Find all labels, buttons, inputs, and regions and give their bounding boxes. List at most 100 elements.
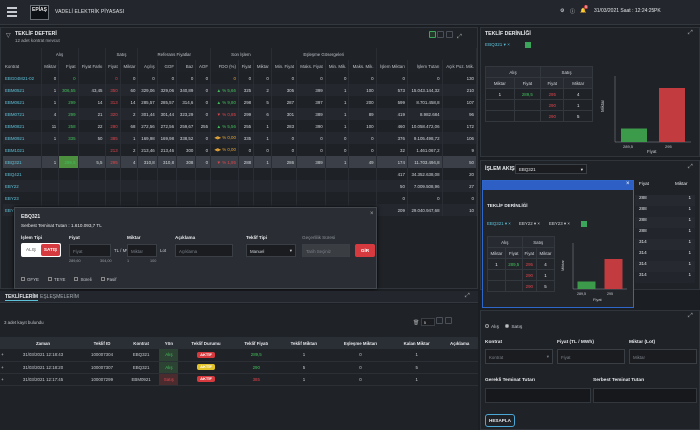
kontrat-select[interactable]: Kontrat ▾ [485, 349, 553, 364]
filter-icon[interactable]: ▽ [6, 33, 11, 39]
contract-cell[interactable]: EBM0821 [3, 120, 42, 132]
expand-icon[interactable]: ⤢ [465, 293, 470, 299]
column-header[interactable]: Miktar [253, 60, 272, 72]
radio-satis[interactable]: Satış [505, 324, 522, 330]
orders-column-header[interactable]: Yön [159, 337, 179, 349]
offer-row[interactable]: EBQ421 417 34.352.638,08 20 [3, 168, 478, 180]
column-header[interactable]: Fiyat Farkı [78, 60, 106, 72]
columns-icon[interactable] [444, 317, 452, 324]
offer-row[interactable]: EBM0821 11 258 22 280 68 272,56 272,56 259,67 255… [3, 120, 478, 132]
mini-contract-2[interactable]: EBY22 ▾ × [519, 221, 540, 226]
offer-row[interactable]: EBM0621 1 299 14 313 14 285,57 285,57 314,6 0 ▲ % … [3, 96, 478, 108]
satis-button[interactable]: SATIŞ [41, 244, 60, 256]
grid-icon[interactable] [437, 31, 445, 38]
orders-column-header[interactable]: Teklif ID [81, 337, 123, 349]
contract-cell[interactable]: EBG04M21-02 [3, 72, 42, 84]
contract-cell[interactable]: EBQ421 [3, 168, 42, 180]
expand-row-icon[interactable]: + [0, 349, 5, 362]
column-header[interactable]: İşlem Tutarı [407, 60, 443, 72]
trade-flow-contract-select[interactable]: EBQ321 ▾ [515, 164, 587, 174]
column-header[interactable]: Fiyat [58, 60, 79, 72]
sureli-checkbox[interactable]: Süreli [74, 277, 92, 282]
column-header[interactable]: İşlem Miktarı [376, 60, 408, 72]
hesapla-button[interactable]: HESAPLA [485, 414, 515, 427]
settings-icon[interactable]: ⚙ [560, 8, 565, 14]
column-header[interactable]: Açık Poz. Mik. [442, 60, 478, 72]
offer-row[interactable]: EBM0921 1 335 50 385 1 169,98 169,98 338,52 0 ◀▶ %… [3, 132, 478, 144]
contract-cell[interactable]: EBY23 [3, 192, 42, 204]
contract-cell[interactable]: EBY22 [3, 180, 42, 192]
contract-cell[interactable]: EBM0521 [3, 84, 42, 96]
gecerlilik-input[interactable]: Tarih Seçiniz [302, 244, 350, 257]
contract-cell[interactable]: EBM0621 [3, 96, 42, 108]
offer-row[interactable]: EBQ321 1 289,5 5,5 295 4 310,8 310,8 308 0 ▼ % 1,9… [3, 156, 478, 168]
close-icon[interactable]: × [370, 211, 374, 217]
green-toggle-icon[interactable] [429, 31, 436, 38]
offer-row[interactable]: EBY22 50 7.009.508,96 27 [3, 180, 478, 192]
mini-contract-1[interactable]: EBQ321 ▾ × [487, 221, 511, 226]
orders-column-header[interactable]: Zaman [4, 337, 82, 349]
column-header[interactable]: AOF [195, 60, 212, 72]
column-header[interactable]: Min. Mik. [325, 60, 350, 72]
column-header[interactable]: GOF [157, 60, 178, 72]
columns-icon[interactable] [445, 31, 453, 38]
pasif-checkbox[interactable]: Pasif [100, 277, 116, 282]
column-header[interactable]: Açılış [137, 60, 158, 72]
offer-row[interactable]: EBM0521 1 306,55 43,45 350 60 329,06 329,06 340,… [3, 84, 478, 96]
column-header[interactable]: Miktar [41, 60, 60, 72]
orders-column-header[interactable]: Açıklama [441, 337, 478, 349]
alis-button[interactable]: ALIŞ [26, 247, 36, 252]
column-header[interactable]: Baz [176, 60, 197, 72]
fiyat-input[interactable]: Fiyat [557, 349, 625, 364]
column-header[interactable]: Maks. Fiyat [296, 60, 326, 72]
expand-icon[interactable]: ⤢ [688, 30, 693, 36]
add-icon[interactable] [581, 221, 587, 227]
order-row[interactable]: +31/03/2021 12:18:20 100007307 EBQ321 Alış A… [0, 361, 478, 374]
expand-row-icon[interactable]: + [0, 373, 5, 386]
expand-icon[interactable]: ⤢ [688, 313, 693, 319]
column-header[interactable]: FDO (%) [210, 60, 239, 72]
orders-column-header[interactable]: Teklif Fiyatı [233, 337, 279, 349]
orders-column-header[interactable]: Eşleşme Miktarı [329, 337, 392, 349]
orders-column-header[interactable]: Kontrat [122, 337, 160, 349]
column-header[interactable]: Min. Fiyat [271, 60, 298, 72]
add-icon[interactable] [525, 42, 531, 48]
tab-eslesmelerim[interactable]: EŞLEŞMELERİM [40, 294, 79, 300]
info-icon[interactable]: ⓘ [570, 9, 576, 15]
gir-button[interactable]: GİR [355, 244, 375, 257]
fiyat-input[interactable]: Fiyat [69, 244, 111, 257]
offer-row[interactable]: EBM1021 213 2 213,46 213,46 300 0 ◀▶ % 0,00 0 0 0 0… [3, 144, 478, 156]
orders-column-header[interactable]: Teklif Durumu [178, 337, 234, 349]
orders-column-header[interactable]: Kalan Miktar [391, 337, 442, 349]
expand-row-icon[interactable]: + [0, 361, 5, 374]
column-header[interactable]: Miktar [120, 60, 139, 72]
column-header[interactable]: Fiyat [238, 60, 255, 72]
contract-cell[interactable]: EBM0921 [3, 132, 42, 144]
teye-checkbox[interactable]: TEYE [47, 277, 65, 282]
orders-column-header[interactable]: Teklif Miktarı [278, 337, 330, 349]
miktar-input[interactable]: Miktar [127, 244, 157, 257]
menu-icon[interactable] [7, 7, 17, 17]
column-header[interactable]: Fiyat [105, 60, 121, 72]
aciklama-input[interactable]: Açıklama [175, 244, 233, 257]
column-header[interactable]: Maks. Mik. [348, 60, 377, 72]
mini-contract-3[interactable]: EBY23 ▾ × [549, 221, 570, 226]
gfye-checkbox[interactable]: GFYE [21, 277, 39, 282]
notification-bell-icon[interactable]: 🔔 5 [580, 5, 588, 14]
expand-icon[interactable]: ⤢ [688, 164, 693, 170]
teklif-tipi-select[interactable]: Manuel ▾ [246, 244, 296, 257]
contract-cell[interactable]: EBM1021 [3, 144, 42, 156]
trash-icon[interactable]: 🗑 [413, 320, 420, 326]
offer-row[interactable]: EBM0721 4 299 21 320 2 301,44 301,44 323,29 0 ▼ % … [3, 108, 478, 120]
miktar-input[interactable]: Miktar [629, 349, 697, 364]
offer-row[interactable]: EBG04M21-02 0 0 0 0 0 0 0 0 0 0 0 0 0 0 0 0 0 130 [3, 72, 478, 84]
order-row[interactable]: +31/03/2021 12:17:45 100007299 EBM0921 Satı… [0, 373, 478, 386]
grid-icon[interactable] [436, 317, 444, 324]
page-size-select[interactable]: 5 [420, 318, 435, 326]
user-initials[interactable]: PK [654, 8, 661, 14]
close-icon[interactable]: × [626, 181, 630, 187]
contract-cell[interactable]: EBM0721 [3, 108, 42, 120]
column-header[interactable]: Kontrat [3, 60, 42, 72]
contract-cell[interactable]: EBQ321 [3, 156, 42, 168]
expand-icon[interactable]: ⤢ [457, 34, 462, 40]
